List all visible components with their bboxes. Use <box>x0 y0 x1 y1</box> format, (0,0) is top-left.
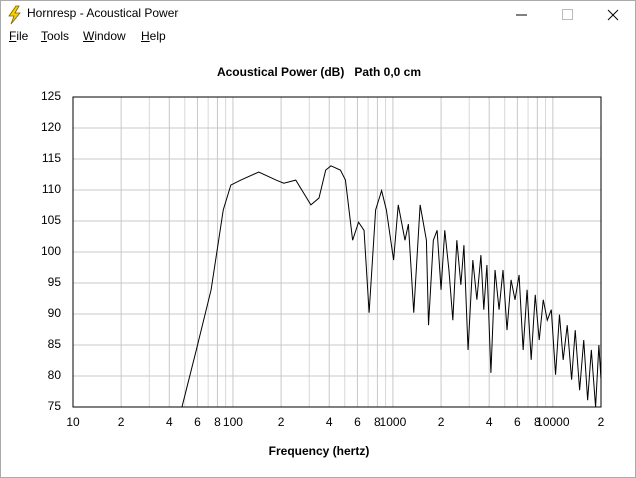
app-icon <box>8 5 21 25</box>
menu-item[interactable]: Tools <box>41 29 70 43</box>
x-axis-label: Frequency (hertz) <box>269 444 370 458</box>
menu-item[interactable]: Help <box>141 29 166 43</box>
menu-item[interactable]: Window <box>83 29 126 43</box>
x-tick-label: 100 <box>223 415 243 429</box>
x-tick-label: 6 <box>514 415 521 429</box>
x-tick-label: 6 <box>354 415 361 429</box>
maximize-button[interactable] <box>562 9 573 20</box>
x-tick-label: 6 <box>194 415 201 429</box>
close-button[interactable] <box>607 9 619 21</box>
menu-bar: File Tools Window Help <box>1 28 635 46</box>
x-tick-label: 8 <box>534 415 541 429</box>
x-tick-label: 8 <box>374 415 381 429</box>
y-tick-label: 120 <box>41 120 61 134</box>
plot-frame <box>72 96 602 408</box>
x-tick-label: 10 <box>66 415 80 429</box>
y-tick-label: 115 <box>42 151 61 165</box>
y-tick-label: 95 <box>48 275 62 289</box>
chart: Acoustical Power (dB) Path 0,0 cm Freque… <box>41 65 605 458</box>
window-controls <box>516 9 619 21</box>
window-title: Hornresp - Acoustical Power <box>27 6 179 20</box>
x-tick-label: 2 <box>118 415 125 429</box>
y-tick-label: 90 <box>48 306 62 320</box>
x-tick-label: 4 <box>486 415 493 429</box>
y-tick-label: 80 <box>48 368 62 382</box>
y-tick-label: 125 <box>41 89 61 103</box>
y-tick-label: 85 <box>48 337 62 351</box>
x-tick-label: 2 <box>598 415 605 429</box>
x-tick-label: 10000 <box>536 415 570 429</box>
chart-title: Acoustical Power (dB) Path 0,0 cm <box>217 65 421 79</box>
x-tick-label: 4 <box>166 415 173 429</box>
title-bar: Hornresp - Acoustical Power <box>1 1 635 28</box>
y-tick-label: 105 <box>41 213 61 227</box>
x-tick-label: 1000 <box>380 415 407 429</box>
y-tick-label: 110 <box>42 182 61 196</box>
y-tick-label: 75 <box>48 399 62 413</box>
y-tick-label: 100 <box>41 244 61 258</box>
x-tick-label: 4 <box>326 415 333 429</box>
x-tick-label: 2 <box>438 415 445 429</box>
menu-item[interactable]: File <box>9 29 29 43</box>
x-tick-label: 8 <box>214 415 221 429</box>
x-tick-label: 2 <box>278 415 285 429</box>
response-curve <box>181 165 601 407</box>
